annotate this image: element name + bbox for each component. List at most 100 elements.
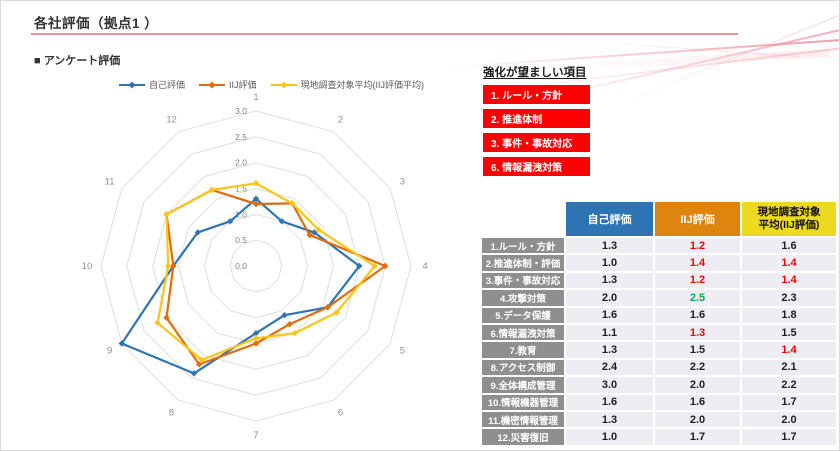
highlight-item: 6. 情報漏洩対策 [483, 157, 590, 176]
chart-legend: 自己評価 IIJ評価 現地調査対象平均(IIJ評価平均) [119, 78, 424, 91]
radar-data-point-marker [281, 312, 288, 319]
value-cell: 1.6 [742, 238, 836, 254]
radar-axis-label: 7 [253, 430, 258, 441]
row-label: 1.ルール・方針 [482, 238, 564, 254]
row-label: 11.機密情報管理 [482, 411, 564, 428]
radar-data-point-marker [252, 330, 260, 337]
value-cell: 3.0 [566, 377, 653, 393]
legend-line-marker-icon [199, 80, 226, 89]
decorative-swoosh-line [519, 36, 800, 57]
radar-series-line [156, 182, 376, 362]
highlight-item: 1. ルール・方針 [483, 85, 590, 104]
radar-data-point-marker [291, 329, 298, 337]
radar-data-point-marker [333, 309, 340, 316]
value-cell: 2.0 [655, 411, 740, 428]
radar-tick-label: 1.5 [235, 184, 247, 194]
radar-tick-label: 0.5 [235, 235, 247, 245]
highlight-panel: 1. ルール・方針 2. 推進体制 3. 事件・事故対応 6. 情報漏洩対策 [483, 85, 590, 176]
value-cell: 2.4 [566, 359, 653, 376]
value-cell: 1.7 [742, 394, 836, 410]
radar-tick-label: 2.0 [235, 158, 247, 168]
value-cell: 1.2 [655, 238, 740, 254]
radar-gridline-ring [126, 136, 386, 396]
radar-data-point-marker [252, 200, 260, 208]
evaluation-table: 自己評価 IIJ評価 現地調査対象 平均(IIJ評価) 1.ルール・方針 1.3 1… [482, 202, 836, 445]
radar-gridline-ring [203, 213, 309, 319]
radar-axis-label: 9 [107, 346, 112, 357]
value-cell: 1.6 [655, 394, 740, 410]
legend-line-marker-icon [270, 80, 297, 89]
radar-axis-label: 2 [338, 115, 343, 126]
value-cell: 1.6 [566, 307, 653, 323]
radar-tick-label: 0.0 [235, 261, 247, 271]
value-cell: 1.4 [742, 272, 836, 289]
radar-data-point-marker [227, 218, 234, 225]
value-cell: 1.4 [655, 255, 740, 271]
radar-data-point-marker [371, 262, 378, 270]
table-corner-cell [482, 202, 564, 236]
radar-data-point-marker [252, 180, 260, 187]
col-header-avg: 現地調査対象 平均(IIJ評価) [742, 202, 836, 236]
legend-label: 自己評価 [149, 80, 186, 90]
radar-data-point-marker [382, 262, 389, 270]
value-cell: 1.3 [566, 411, 653, 428]
radar-data-point-marker [252, 335, 260, 342]
row-label: 7.教育 [482, 342, 564, 358]
radar-tick-label: 1.0 [235, 209, 247, 219]
row-label: 12.災害復旧 [482, 429, 564, 445]
col-header-iij: IIJ評価 [655, 202, 740, 236]
title-underline [31, 33, 738, 35]
radar-data-point-marker [252, 340, 260, 347]
radar-data-point-marker [208, 186, 216, 194]
section-label: ■ アンケート評価 [34, 55, 121, 67]
value-cell: 2.0 [655, 377, 740, 393]
value-cell: 1.6 [655, 307, 740, 323]
highlight-item: 3. 事件・事故対応 [483, 133, 590, 152]
radar-data-point-marker [356, 262, 363, 270]
value-cell: 1.3 [566, 342, 653, 358]
value-cell: 1.0 [566, 429, 653, 445]
legend-label: IIJ評価 [229, 80, 257, 90]
legend-line-marker-icon [119, 80, 145, 89]
radar-data-point-marker [194, 229, 201, 236]
col-header-self: 自己評価 [566, 202, 653, 236]
radar-data-point-marker [311, 229, 318, 236]
radar-axis-label: 12 [166, 115, 177, 126]
radar-axis-label: 10 [82, 261, 93, 272]
radar-data-point-marker [286, 321, 293, 328]
value-cell: 1.5 [742, 324, 836, 341]
radar-data-point-marker [170, 262, 177, 270]
decorative-swoosh [419, 1, 839, 106]
row-label: 4.攻撃対策 [482, 290, 564, 306]
radar-gridline-ring [177, 187, 335, 345]
radar-axis-label: 1 [253, 92, 258, 103]
row-label: 3.事件・事故対応 [482, 272, 564, 289]
value-cell: 1.3 [655, 324, 740, 341]
value-cell: 1.1 [566, 324, 653, 341]
radar-data-point-marker [289, 200, 296, 207]
value-cell: 2.0 [742, 411, 836, 428]
value-cell: 2.0 [566, 290, 653, 306]
value-cell: 2.2 [655, 359, 740, 376]
radar-data-point-marker [315, 226, 322, 233]
value-cell: 1.4 [742, 342, 836, 358]
radar-data-point-marker [165, 262, 172, 270]
decorative-swoosh-line [616, 15, 839, 106]
value-cell: 1.3 [566, 238, 653, 254]
row-label: 9.全体構成管理 [482, 377, 564, 393]
value-cell: 1.2 [655, 272, 740, 289]
row-label: 5.データ保護 [482, 307, 564, 323]
value-cell: 1.3 [566, 272, 653, 289]
legend-item: 現地調査対象平均(IIJ評価平均) [270, 78, 424, 91]
radar-axis-label: 5 [400, 346, 405, 357]
radar-gridline-ring [229, 239, 283, 293]
row-label: 10.情報機器管理 [482, 394, 564, 410]
value-cell: 1.5 [655, 342, 740, 358]
radar-data-point-marker [190, 370, 198, 377]
radar-data-point-marker [198, 356, 205, 364]
value-cell: 2.5 [655, 290, 740, 306]
legend-item: IIJ評価 [199, 78, 257, 91]
radar-data-point-marker [278, 218, 285, 225]
